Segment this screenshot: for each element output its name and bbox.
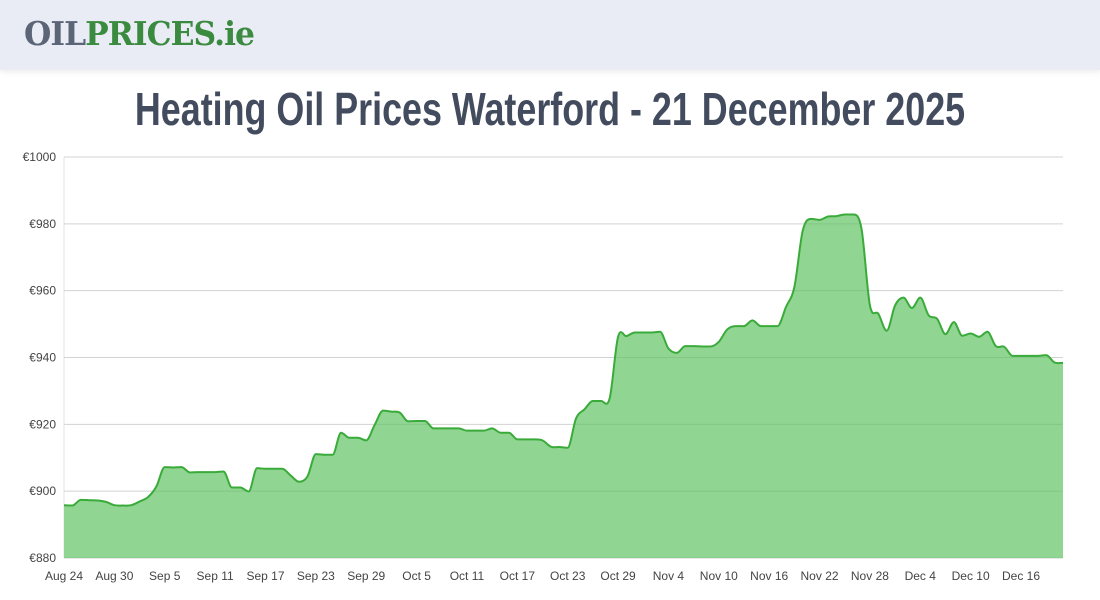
y-tick-label: €960 [29,284,56,298]
x-tick-label: Nov 16 [750,569,788,583]
x-tick-label: Oct 23 [550,569,586,583]
y-tick-label: €920 [29,417,56,431]
site-logo[interactable]: OILPRICES.ie [24,14,255,53]
x-tick-label: Oct 11 [450,569,485,583]
price-line [63,213,1064,507]
page-title: Heating Oil Prices Waterford - 21 Decemb… [134,83,966,135]
x-tick-label: Oct 5 [402,569,431,583]
x-tick-label: Aug 24 [45,569,83,583]
x-tick-label: Oct 17 [500,569,536,583]
x-tick-label: Sep 11 [197,569,234,583]
x-tick-label: Sep 23 [297,569,335,583]
y-tick-label: €1000 [23,150,57,164]
x-tick-label: Nov 4 [653,569,685,583]
x-tick-label: Dec 10 [952,569,990,583]
x-tick-label: Oct 29 [600,569,636,583]
x-tick-label: Sep 17 [246,569,284,583]
x-tick-label: Nov 10 [700,569,738,583]
site-header: OILPRICES.ie [0,0,1100,70]
price-area-fill [64,214,1063,558]
y-tick-label: €940 [29,351,56,365]
y-tick-label: €880 [29,551,56,565]
x-tick-label: Sep 5 [149,569,181,583]
y-tick-label: €900 [29,484,56,498]
x-tick-label: Dec 16 [1002,569,1040,583]
x-tick-label: Aug 30 [95,569,133,583]
x-tick-label: Sep 29 [347,569,385,583]
x-tick-label: Nov 22 [801,569,839,583]
logo-prices: PRICES.ie [85,14,255,53]
x-tick-label: Nov 28 [851,569,889,583]
y-tick-label: €980 [29,217,56,231]
x-tick-label: Dec 4 [905,569,937,583]
logo-oil: OIL [24,14,86,53]
